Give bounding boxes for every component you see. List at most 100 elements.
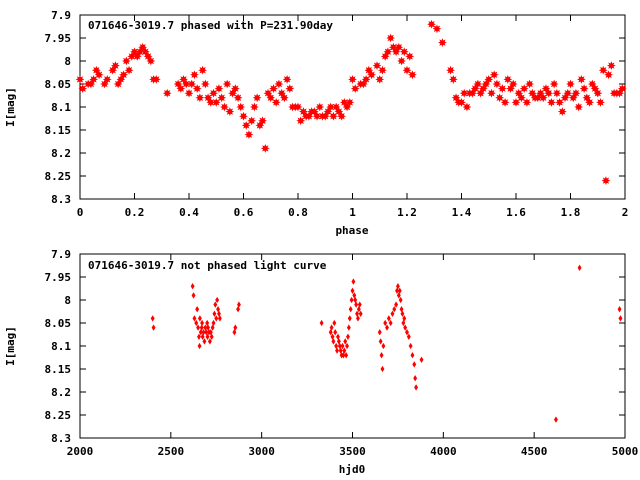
data-point: [353, 296, 358, 304]
data-point: [438, 38, 447, 48]
data-point: [473, 79, 483, 89]
data-point: [312, 111, 322, 121]
x-tick-label: 0.4: [179, 206, 199, 219]
data-point: [260, 143, 270, 153]
data-point: [593, 88, 603, 98]
data-point: [319, 319, 324, 327]
data-point: [214, 315, 219, 322]
data-point: [412, 361, 417, 368]
data-point: [212, 310, 217, 317]
data-point: [451, 93, 461, 103]
data-point: [576, 74, 586, 84]
data-point: [198, 329, 203, 336]
data-point: [151, 324, 156, 331]
chart-phased-title: 071646-3019.7 phased with P=231.90day: [88, 19, 333, 32]
data-point: [571, 88, 581, 98]
data-point: [140, 47, 150, 57]
data-point: [476, 88, 485, 98]
chart-unphased-xlabel: hjd0: [339, 463, 366, 476]
data-point: [349, 296, 354, 304]
chart-unphased-y-ticks: 7.9 7.95 8 8.05 8.1 8.15 8.2 8.25 8.3: [45, 248, 625, 445]
data-point: [511, 97, 521, 107]
data-point: [315, 102, 325, 112]
x-tick-label: 1.6: [506, 206, 526, 219]
y-tick-label: 8.2: [51, 147, 71, 160]
data-point: [514, 88, 524, 98]
data-point: [233, 93, 243, 103]
data-point: [200, 333, 205, 340]
data-point: [233, 324, 238, 331]
data-point: [596, 97, 605, 107]
data-point: [201, 329, 206, 336]
data-point: [341, 352, 346, 359]
data-point: [401, 319, 406, 327]
data-point: [121, 56, 131, 66]
data-point: [332, 319, 337, 327]
x-tick-label: 0.2: [125, 206, 145, 219]
data-point: [337, 111, 347, 121]
y-tick-label: 8.3: [51, 432, 71, 445]
data-point: [255, 120, 265, 130]
chart-phased-points: [75, 19, 627, 186]
x-tick-label: 2000: [67, 445, 94, 458]
data-point: [527, 88, 537, 98]
data-point: [544, 88, 554, 98]
data-point: [354, 301, 359, 308]
data-point: [381, 342, 386, 350]
data-point: [348, 74, 357, 84]
data-point: [508, 79, 518, 89]
x-tick-label: 1.2: [397, 206, 417, 219]
data-point: [217, 310, 221, 317]
data-point: [205, 319, 210, 327]
y-tick-label: 7.9: [51, 248, 71, 261]
data-point: [191, 292, 196, 299]
data-point: [489, 70, 499, 80]
data-point: [577, 264, 582, 271]
data-point: [329, 111, 338, 121]
data-point: [334, 342, 339, 350]
chart-phased-y-ticks: 7.9 7.95 8 8.05 8.1 8.15 8.2 8.25 8.3: [45, 9, 625, 206]
data-point: [522, 97, 532, 107]
data-point: [127, 51, 137, 61]
data-point: [459, 88, 469, 98]
data-point: [119, 70, 129, 80]
data-point: [549, 79, 559, 89]
data-point: [462, 102, 472, 112]
data-point: [345, 97, 355, 107]
data-point: [100, 79, 109, 89]
y-tick-label: 7.95: [45, 271, 72, 284]
data-point: [467, 88, 477, 98]
data-point: [340, 342, 345, 350]
data-point: [358, 310, 363, 317]
data-point: [215, 296, 220, 304]
data-point: [323, 107, 333, 117]
data-point: [190, 70, 199, 80]
data-point: [352, 292, 357, 299]
data-point: [372, 61, 382, 71]
data-point: [266, 93, 276, 103]
data-point: [560, 93, 570, 103]
data-point: [339, 97, 349, 107]
data-point: [519, 84, 529, 94]
data-point: [383, 319, 388, 327]
data-point: [138, 42, 148, 52]
data-point: [173, 79, 183, 89]
data-point: [392, 306, 397, 313]
data-point: [405, 329, 409, 336]
data-point: [585, 97, 594, 107]
data-point: [536, 88, 545, 98]
y-tick-label: 8: [64, 55, 71, 68]
data-point: [91, 65, 101, 75]
data-point: [342, 102, 352, 112]
data-point: [403, 324, 408, 331]
data-point: [345, 342, 350, 350]
data-point: [143, 51, 153, 61]
data-point: [75, 74, 85, 84]
data-point: [202, 338, 207, 345]
data-point: [601, 176, 611, 186]
data-point: [209, 333, 214, 340]
data-point: [209, 88, 218, 98]
x-tick-label: 4000: [430, 445, 457, 458]
data-point: [203, 93, 213, 103]
